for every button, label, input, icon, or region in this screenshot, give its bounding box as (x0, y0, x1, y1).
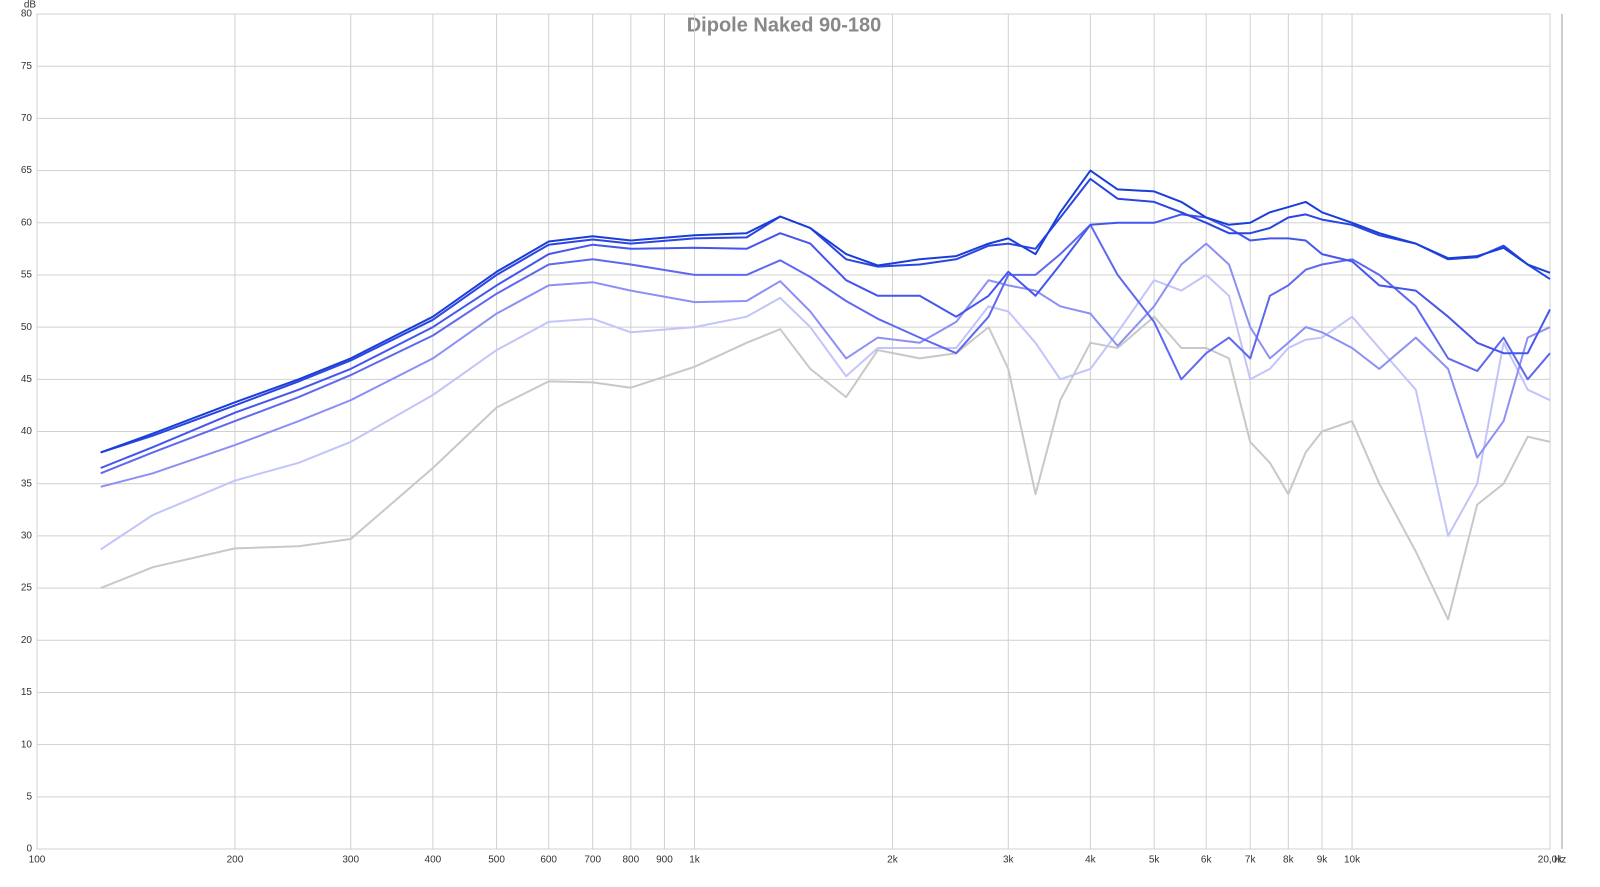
series-line (100, 242, 1551, 488)
y-tick-label: 5 (26, 791, 32, 802)
x-tick-label: 100 (29, 855, 46, 866)
y-tick-label: 15 (21, 687, 33, 698)
chart-title: Dipole Naked 90-180 (687, 14, 882, 36)
x-tick-label: 9k (1317, 855, 1329, 866)
x-tick-label: 500 (488, 855, 505, 866)
series-line (100, 223, 1551, 475)
y-tick-label: 75 (21, 61, 33, 72)
x-tick-label: 800 (622, 855, 639, 866)
series-line (100, 213, 1551, 469)
y-tick-label: 25 (21, 583, 33, 594)
series-line (100, 169, 1551, 454)
x-tick-label: 700 (584, 855, 601, 866)
x-tick-label: 400 (425, 855, 442, 866)
y-tick-label: 70 (21, 113, 33, 124)
x-axis-unit: Hz (1554, 855, 1566, 866)
y-tick-label: 35 (21, 478, 33, 489)
x-tick-label: 4k (1085, 855, 1097, 866)
x-tick-label: 200 (227, 855, 244, 866)
series-line (100, 315, 1551, 621)
y-tick-label: 30 (21, 531, 33, 542)
y-tick-label: 40 (21, 426, 33, 437)
x-tick-label: 10k (1344, 855, 1361, 866)
x-tick-label: 3k (1003, 855, 1015, 866)
series-line (100, 177, 1551, 454)
x-tick-label: 600 (540, 855, 557, 866)
series-lines (100, 169, 1551, 621)
y-tick-label: 0 (26, 844, 32, 855)
y-tick-label: 50 (21, 322, 33, 333)
y-axis-unit: dB (24, 0, 37, 11)
x-tick-label: 5k (1149, 855, 1161, 866)
y-tick-label: 60 (21, 217, 33, 228)
series-line (100, 273, 1551, 551)
y-tick-label: 45 (21, 374, 33, 385)
y-tick-label: 20 (21, 635, 33, 646)
x-tick-label: 6k (1201, 855, 1213, 866)
x-tick-label: 20,0k (1538, 855, 1563, 866)
x-tick-label: 300 (342, 855, 359, 866)
x-tick-label: 2k (887, 855, 899, 866)
x-tick-label: 7k (1245, 855, 1257, 866)
y-tick-label: 55 (21, 270, 33, 281)
x-tick-label: 1k (689, 855, 701, 866)
x-tick-label: 8k (1283, 855, 1295, 866)
y-tick-label: 10 (21, 739, 33, 750)
y-tick-label: 80 (21, 9, 33, 20)
grid (36, 13, 1551, 850)
x-tick-label: 900 (656, 855, 673, 866)
y-tick-label: 65 (21, 165, 33, 176)
